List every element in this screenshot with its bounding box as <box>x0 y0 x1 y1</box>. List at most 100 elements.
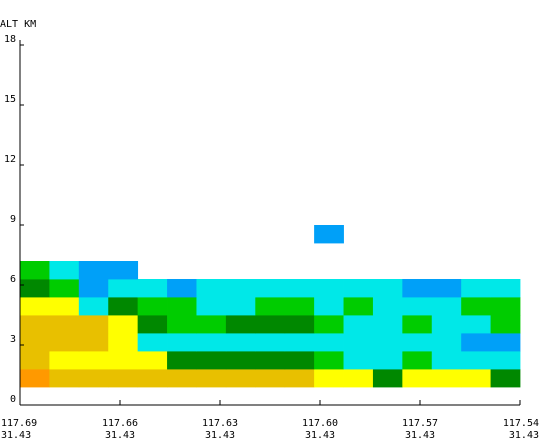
reflectivity-cell <box>490 297 521 316</box>
reflectivity-cell <box>402 315 433 334</box>
x-tick-latitude: 31.43 <box>205 430 235 440</box>
reflectivity-cell <box>431 369 462 388</box>
x-tick-latitude: 31.43 <box>1 430 31 440</box>
x-tick-latitude: 31.43 <box>305 430 335 440</box>
reflectivity-cell <box>225 369 256 388</box>
reflectivity-cell <box>49 297 80 316</box>
y-tick-label: 12 <box>4 154 16 165</box>
reflectivity-cell <box>167 315 197 334</box>
reflectivity-cell <box>402 279 433 298</box>
reflectivity-cell <box>20 369 50 388</box>
reflectivity-cell <box>108 369 139 388</box>
reflectivity-cell <box>78 333 109 352</box>
reflectivity-cell <box>196 333 227 352</box>
reflectivity-cell <box>284 333 315 352</box>
reflectivity-cell <box>49 279 80 298</box>
reflectivity-cell <box>255 315 286 334</box>
reflectivity-cell <box>284 315 315 334</box>
reflectivity-cell <box>402 351 433 370</box>
reflectivity-cell <box>314 297 344 316</box>
reflectivity-cell <box>108 333 139 352</box>
reflectivity-cell <box>402 297 433 316</box>
reflectivity-cell <box>49 333 80 352</box>
y-tick-labels: 0 3 6 9 12 15 18 <box>4 34 24 406</box>
reflectivity-cell <box>431 279 462 298</box>
reflectivity-grid <box>20 225 521 388</box>
reflectivity-cell <box>78 351 109 370</box>
reflectivity-cell <box>343 279 374 298</box>
y-axis-label: ALT KM <box>0 19 36 30</box>
reflectivity-cell <box>490 333 521 352</box>
reflectivity-cell <box>343 351 374 370</box>
reflectivity-cell <box>461 315 491 334</box>
reflectivity-cell <box>314 369 344 388</box>
reflectivity-cell <box>20 351 50 370</box>
x-tick-latitude: 31.43 <box>105 430 135 440</box>
reflectivity-cell <box>167 369 197 388</box>
x-tick-longitude: 117.60 <box>302 418 338 429</box>
reflectivity-cell <box>167 351 197 370</box>
reflectivity-cell <box>20 261 50 280</box>
reflectivity-cell <box>255 279 286 298</box>
reflectivity-cell <box>402 369 433 388</box>
reflectivity-cell <box>284 297 315 316</box>
reflectivity-cell <box>78 261 109 280</box>
reflectivity-cell <box>372 333 403 352</box>
reflectivity-cell <box>225 351 256 370</box>
x-tick-latitude: 31.43 <box>405 430 435 440</box>
reflectivity-cell <box>225 315 256 334</box>
reflectivity-cell <box>343 297 374 316</box>
reflectivity-cell <box>108 297 139 316</box>
x-tick-longitude: 117.66 <box>102 418 138 429</box>
x-tick-longitude: 117.54 <box>503 418 539 429</box>
reflectivity-cell <box>78 297 109 316</box>
reflectivity-cell <box>431 315 462 334</box>
reflectivity-cell <box>20 279 50 298</box>
reflectivity-cell <box>108 279 139 298</box>
reflectivity-cell <box>196 297 227 316</box>
reflectivity-cell <box>490 369 521 388</box>
reflectivity-cell <box>402 333 433 352</box>
reflectivity-cell <box>167 297 197 316</box>
reflectivity-cell <box>225 297 256 316</box>
reflectivity-cell <box>314 225 344 244</box>
x-tick-latitude: 31.43 <box>509 430 539 440</box>
reflectivity-cell <box>314 315 344 334</box>
x-tick-longitude: 117.57 <box>402 418 438 429</box>
reflectivity-cell <box>255 333 286 352</box>
reflectivity-cell <box>20 315 50 334</box>
reflectivity-cell <box>461 297 491 316</box>
reflectivity-cell <box>490 279 521 298</box>
reflectivity-cell <box>431 297 462 316</box>
x-tick-longitude: 117.63 <box>202 418 238 429</box>
reflectivity-cell <box>108 351 139 370</box>
reflectivity-cell <box>78 315 109 334</box>
reflectivity-cell <box>461 333 491 352</box>
reflectivity-cell <box>225 279 256 298</box>
reflectivity-cell <box>167 333 197 352</box>
reflectivity-cell <box>78 369 109 388</box>
reflectivity-cell <box>255 369 286 388</box>
reflectivity-cell <box>255 297 286 316</box>
reflectivity-cell <box>78 279 109 298</box>
reflectivity-cell <box>490 351 521 370</box>
reflectivity-cell <box>137 297 168 316</box>
reflectivity-cell <box>314 333 344 352</box>
reflectivity-cell <box>461 351 491 370</box>
reflectivity-cell <box>137 279 168 298</box>
y-tick-label: 15 <box>4 94 16 105</box>
reflectivity-cell <box>137 351 168 370</box>
x-tick-longitude: 117.69 <box>1 418 37 429</box>
reflectivity-cell <box>343 315 374 334</box>
y-tick-label: 6 <box>10 274 16 285</box>
reflectivity-cell <box>49 369 80 388</box>
reflectivity-cell <box>284 369 315 388</box>
y-tick-label: 3 <box>10 334 16 345</box>
reflectivity-cell <box>372 369 403 388</box>
reflectivity-cell <box>108 261 139 280</box>
reflectivity-cell <box>108 315 139 334</box>
reflectivity-cell <box>372 351 403 370</box>
reflectivity-cell <box>196 351 227 370</box>
reflectivity-cell <box>137 315 168 334</box>
